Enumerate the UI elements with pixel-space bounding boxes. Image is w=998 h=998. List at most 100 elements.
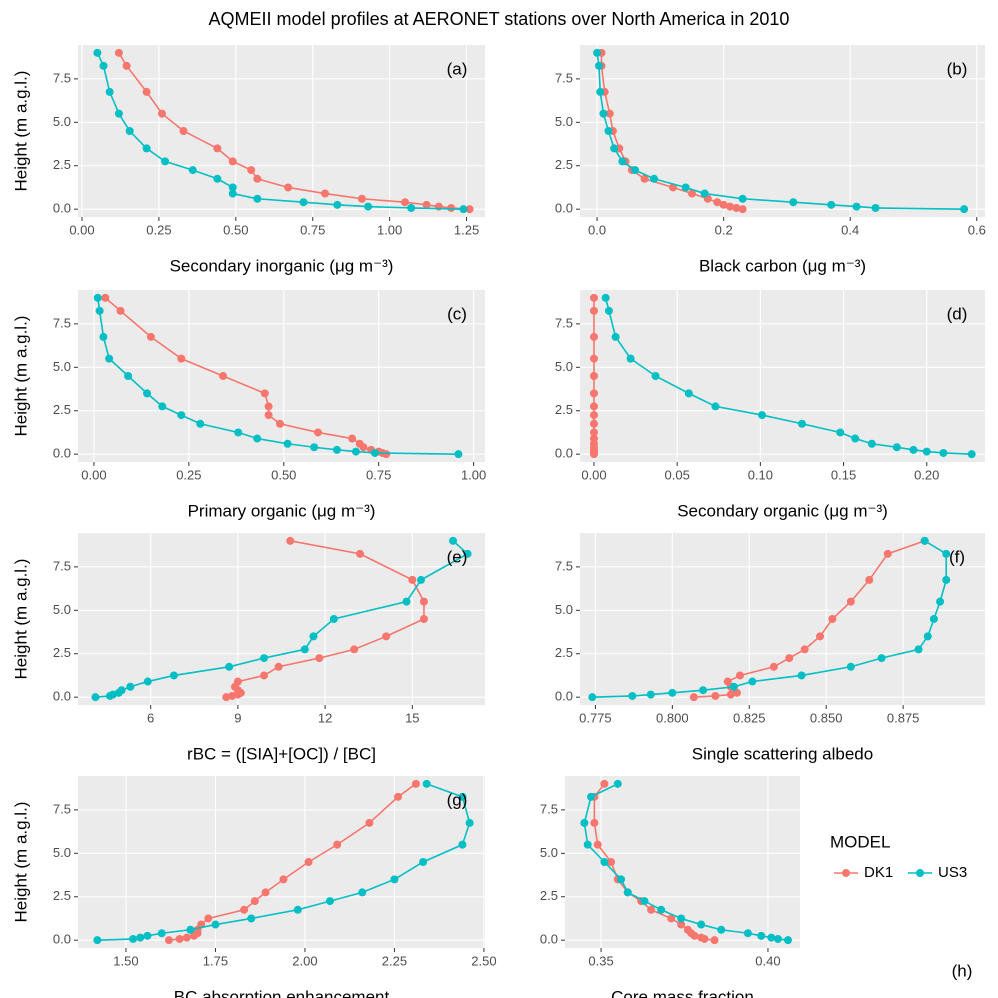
data-point xyxy=(726,690,735,699)
data-point xyxy=(253,434,262,443)
data-point xyxy=(458,792,467,801)
data-point xyxy=(590,818,599,827)
plot-background xyxy=(78,533,485,705)
data-point xyxy=(785,654,794,663)
data-point xyxy=(594,61,603,70)
data-point xyxy=(364,202,373,211)
x-tick-label: 0.775 xyxy=(579,710,612,725)
data-point xyxy=(758,411,767,420)
x-tick-label: 0.00 xyxy=(581,467,606,482)
panel-label: (g) xyxy=(447,790,468,809)
data-point xyxy=(196,419,205,428)
data-point xyxy=(628,691,637,700)
data-point xyxy=(175,934,184,943)
data-point xyxy=(228,157,237,166)
data-point xyxy=(186,925,195,934)
data-point xyxy=(640,174,649,183)
x-tick-label: 1.50 xyxy=(113,953,138,968)
x-tick-label: 0.850 xyxy=(810,710,843,725)
data-point xyxy=(681,183,690,192)
data-point xyxy=(852,202,861,211)
data-point xyxy=(260,671,269,680)
x-tick-label: 0.75 xyxy=(366,467,391,482)
y-axis-label: Height (m a.g.l.) xyxy=(11,316,30,437)
data-point xyxy=(126,682,135,691)
plot-background xyxy=(580,45,985,217)
data-point xyxy=(827,200,836,209)
data-point xyxy=(122,61,131,70)
x-tick-label: 0.50 xyxy=(223,222,248,237)
data-point xyxy=(260,654,269,663)
x-axis-label: Primary organic (μg m⁻³) xyxy=(188,501,376,520)
data-point xyxy=(851,434,860,443)
data-point xyxy=(922,447,931,456)
data-point xyxy=(588,693,597,702)
data-point xyxy=(605,109,614,118)
data-point xyxy=(713,198,722,207)
x-tick-label: 0.00 xyxy=(69,222,94,237)
y-tick-label: 2.5 xyxy=(53,888,71,903)
data-point xyxy=(449,536,458,545)
y-axis-label: Height (m a.g.l.) xyxy=(11,71,30,192)
data-point xyxy=(358,888,367,897)
data-point xyxy=(219,372,228,380)
data-point xyxy=(129,934,138,943)
x-tick-label: 1.25 xyxy=(454,222,479,237)
data-point xyxy=(222,693,231,702)
x-axis-label: Core mass fraction xyxy=(611,987,754,998)
x-tick-label: 12 xyxy=(318,710,332,725)
data-point xyxy=(189,931,198,940)
data-point xyxy=(419,597,428,606)
panel-label: (f) xyxy=(949,547,965,566)
data-point xyxy=(617,875,626,884)
x-tick-label: 0.0 xyxy=(588,222,606,237)
data-point xyxy=(711,402,720,411)
data-point xyxy=(688,189,697,198)
data-point xyxy=(275,419,284,428)
y-tick-label: 7.5 xyxy=(53,315,71,330)
x-tick-label: 0.20 xyxy=(914,467,939,482)
data-point xyxy=(179,127,188,135)
data-point xyxy=(651,372,660,380)
data-point xyxy=(105,87,114,96)
data-point xyxy=(589,419,598,428)
data-point xyxy=(146,332,155,341)
x-tick-label: 0.75 xyxy=(300,222,325,237)
data-point xyxy=(589,306,598,315)
y-tick-label: 7.5 xyxy=(540,801,558,816)
y-tick-label: 0.0 xyxy=(555,201,573,216)
data-point xyxy=(143,931,152,940)
data-point xyxy=(589,354,598,363)
data-point xyxy=(939,448,948,457)
data-point xyxy=(142,87,151,96)
x-tick-label: 0.00 xyxy=(81,467,106,482)
data-point xyxy=(350,645,359,654)
data-point xyxy=(700,189,709,198)
data-point xyxy=(299,198,308,207)
data-point xyxy=(769,662,778,671)
data-point xyxy=(646,690,655,699)
data-point xyxy=(909,445,918,454)
y-tick-label: 2.5 xyxy=(53,645,71,660)
data-point xyxy=(729,682,738,691)
data-point xyxy=(618,157,627,166)
data-point xyxy=(351,447,360,456)
data-point xyxy=(422,779,431,788)
data-point xyxy=(136,933,145,942)
data-point xyxy=(593,840,602,849)
y-tick-label: 5.0 xyxy=(53,114,71,129)
data-point xyxy=(725,202,734,211)
data-point xyxy=(611,332,620,341)
data-point xyxy=(626,354,635,363)
data-point xyxy=(261,888,270,897)
data-point xyxy=(463,549,472,558)
data-point xyxy=(846,662,855,671)
data-point xyxy=(279,875,288,884)
data-point xyxy=(401,198,410,207)
data-point xyxy=(332,445,341,454)
data-point xyxy=(161,157,170,166)
y-tick-label: 5.0 xyxy=(555,602,573,617)
plot-background xyxy=(78,290,485,462)
data-point xyxy=(300,645,309,654)
data-point xyxy=(589,332,598,341)
